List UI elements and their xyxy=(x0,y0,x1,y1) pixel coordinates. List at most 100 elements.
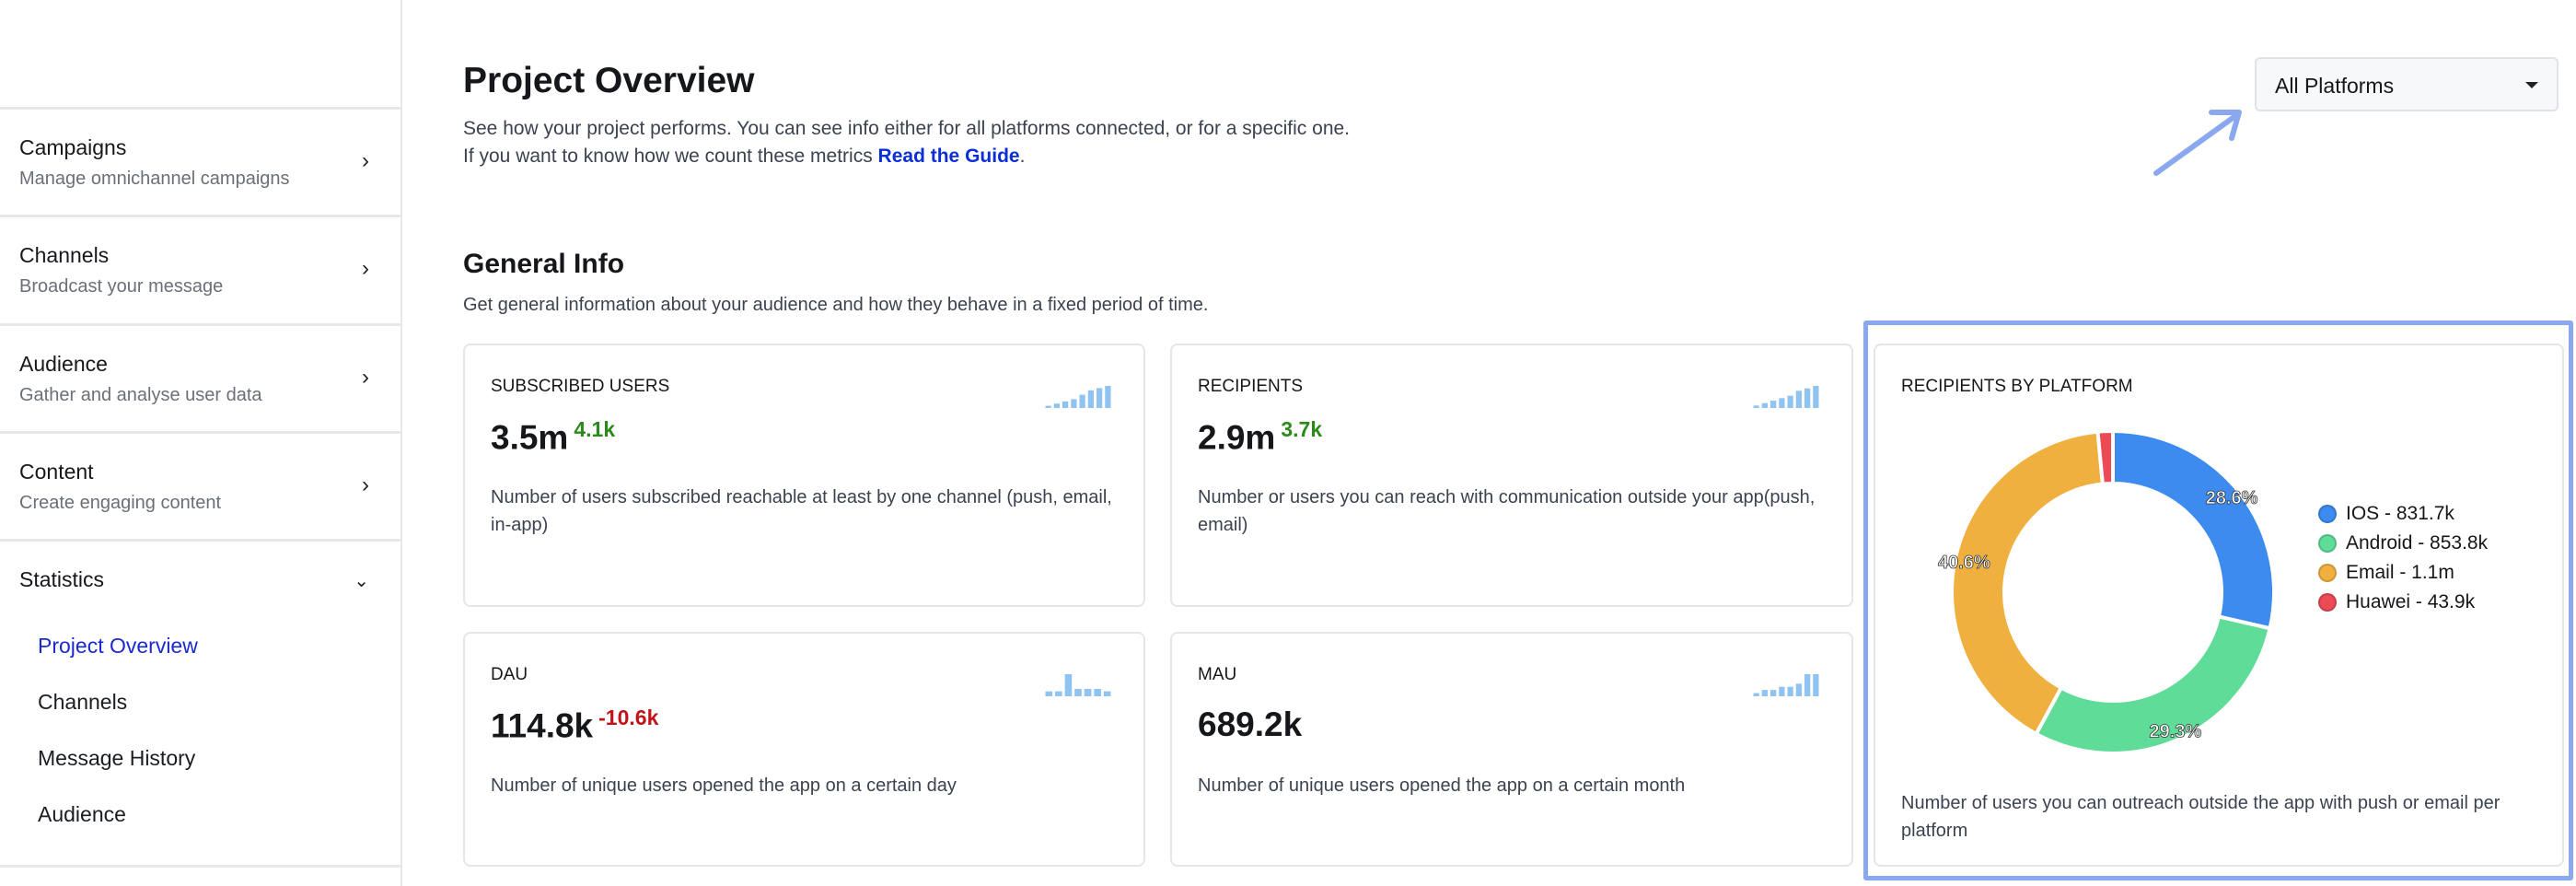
caret-down-icon xyxy=(2525,82,2538,88)
read-guide-link[interactable]: Read the Guide xyxy=(877,146,1020,167)
nav-title: Content xyxy=(19,460,94,484)
card-label: RECIPIENTS xyxy=(1198,377,1304,396)
platform-select-value: All Platforms xyxy=(2275,74,2395,98)
sparkline-bar xyxy=(1779,686,1785,696)
legend-label: Android - 853.8k xyxy=(2346,532,2489,554)
nav-title: Channels xyxy=(19,243,110,267)
chart-legend: IOS - 831.7k Android - 853.8k Email - 1.… xyxy=(2318,499,2488,617)
sparkline-bar xyxy=(1053,403,1060,408)
data-label: 28.6% xyxy=(2206,488,2258,508)
nav-subtitle: Manage omnichannel campaigns xyxy=(19,169,290,189)
data-label: 40.6% xyxy=(1938,553,1990,573)
sidebar-item-content[interactable]: Content Create engaging content › xyxy=(0,431,400,539)
sparkline-bar xyxy=(1795,683,1802,696)
page-description-2: If you want to know how we count these m… xyxy=(463,146,1025,168)
desc-end: . xyxy=(1019,146,1026,167)
sidebar-item-audience[interactable]: Audience Gather and analyse user data › xyxy=(0,323,400,431)
delta: 3.7k xyxy=(1281,417,1323,441)
sidebar-item-campaigns[interactable]: Campaigns Manage omnichannel campaigns › xyxy=(0,107,400,215)
sparkline-bar xyxy=(1071,399,1077,408)
legend-swatch xyxy=(2318,564,2337,582)
donut-slice-huawei[interactable] xyxy=(2095,428,2115,486)
desc-text: If you want to know how we count these m… xyxy=(463,146,878,167)
platform-select[interactable]: All Platforms xyxy=(2255,57,2559,111)
delta: -10.6k xyxy=(598,705,659,729)
card-value: 689.2k xyxy=(1198,705,1302,744)
legend-item-huawei[interactable]: Huawei - 43.9k xyxy=(2318,588,2488,617)
sidebar-subitem-message-history[interactable]: Message History xyxy=(38,746,196,770)
donut-slice-email[interactable] xyxy=(1950,429,2106,737)
metric-card-dau: DAU 114.8k -10.6k Number of unique users … xyxy=(463,632,1145,867)
sparkline-bar xyxy=(1787,395,1793,408)
sparkline xyxy=(1045,386,1111,408)
section-subtitle: Get general information about your audie… xyxy=(463,295,1209,315)
sparkline xyxy=(1753,674,1819,696)
sidebar-subitem-project-overview[interactable]: Project Overview xyxy=(38,634,198,658)
sidebar-subitem-audience[interactable]: Audience xyxy=(38,802,126,826)
chevron-right-icon: › xyxy=(362,148,369,173)
metric-card-subscribed-users: SUBSCRIBED USERS 3.5m 4.1k Number of user… xyxy=(463,344,1145,607)
sparkline-bar xyxy=(1064,674,1073,696)
legend-item-email[interactable]: Email - 1.1m xyxy=(2318,558,2488,588)
data-label: 29.3% xyxy=(2150,721,2202,741)
sidebar-item-statistics[interactable]: Statistics ⌄ Project Overview Channels M… xyxy=(0,539,400,868)
donut-slice-android[interactable] xyxy=(2033,614,2272,755)
sparkline-bar xyxy=(1813,386,1819,408)
card-label: DAU xyxy=(491,665,528,684)
nav-title: Campaigns xyxy=(19,135,127,159)
sparkline-bar xyxy=(1795,391,1802,408)
sparkline-bar xyxy=(1804,674,1811,696)
legend-swatch xyxy=(2318,593,2337,612)
card-label: MAU xyxy=(1198,665,1237,684)
chevron-down-icon: ⌄ xyxy=(354,571,369,591)
value: 2.9m xyxy=(1198,418,1276,457)
card-value: 3.5m 4.1k xyxy=(491,417,615,457)
sparkline-bar xyxy=(1753,405,1759,408)
chevron-right-icon: › xyxy=(362,472,369,497)
chart-title: RECIPIENTS BY PLATFORM xyxy=(1901,377,2133,396)
legend-item-android[interactable]: Android - 853.8k xyxy=(2318,529,2488,558)
legend-item-ios[interactable]: IOS - 831.7k xyxy=(2318,499,2488,529)
metric-card-recipients: RECIPIENTS 2.9m 3.7k Number or users you … xyxy=(1170,344,1853,607)
sparkline-bar xyxy=(1084,689,1092,696)
highlight-box xyxy=(1863,321,2573,880)
sparkline-bar xyxy=(1761,690,1768,696)
value: 114.8k xyxy=(491,706,594,745)
card-value: 114.8k -10.6k xyxy=(491,705,658,745)
sparkline-bar xyxy=(1103,691,1111,696)
page-description: See how your project performs. You can s… xyxy=(463,118,1351,139)
sparkline-bar xyxy=(1813,674,1819,696)
sidebar-item-channels[interactable]: Channels Broadcast your message › xyxy=(0,215,400,322)
card-value: 2.9m 3.7k xyxy=(1198,417,1322,457)
card-description: Number of unique users opened the app on… xyxy=(491,775,957,796)
sparkline-bar xyxy=(1105,386,1111,408)
sparkline-bar xyxy=(1804,388,1811,408)
card-description: Number or users you can reach with commu… xyxy=(1198,487,1816,535)
legend-swatch xyxy=(2318,534,2337,553)
legend-label: IOS - 831.7k xyxy=(2346,503,2454,524)
sparkline-bar xyxy=(1761,402,1768,408)
sparkline-bar xyxy=(1753,693,1759,696)
sparkline xyxy=(1753,386,1819,408)
sparkline-bar xyxy=(1094,689,1101,696)
legend-label: Email - 1.1m xyxy=(2346,562,2454,583)
sparkline-bar xyxy=(1087,390,1094,408)
nav-subtitle: Create engaging content xyxy=(19,493,222,513)
sparkline-bar xyxy=(1770,690,1777,696)
annotation-arrow-icon xyxy=(2153,110,2242,176)
sparkline-bar xyxy=(1045,691,1053,696)
sparkline-bar xyxy=(1074,689,1082,696)
sidebar-subitem-channels[interactable]: Channels xyxy=(38,690,128,714)
donut-slice-ios[interactable] xyxy=(2111,428,2276,631)
chevron-right-icon: › xyxy=(362,256,369,281)
nav-title: Audience xyxy=(19,352,108,376)
legend-label: Huawei - 43.9k xyxy=(2346,591,2476,612)
sparkline-bar xyxy=(1097,388,1103,408)
sparkline-bar xyxy=(1779,398,1785,408)
value: 689.2k xyxy=(1198,705,1303,743)
section-title: General Info xyxy=(463,249,625,279)
delta: 4.1k xyxy=(574,417,616,441)
nav-subtitle: Broadcast your message xyxy=(19,276,224,297)
value: 3.5m xyxy=(491,418,569,457)
sparkline-bar xyxy=(1770,401,1777,408)
